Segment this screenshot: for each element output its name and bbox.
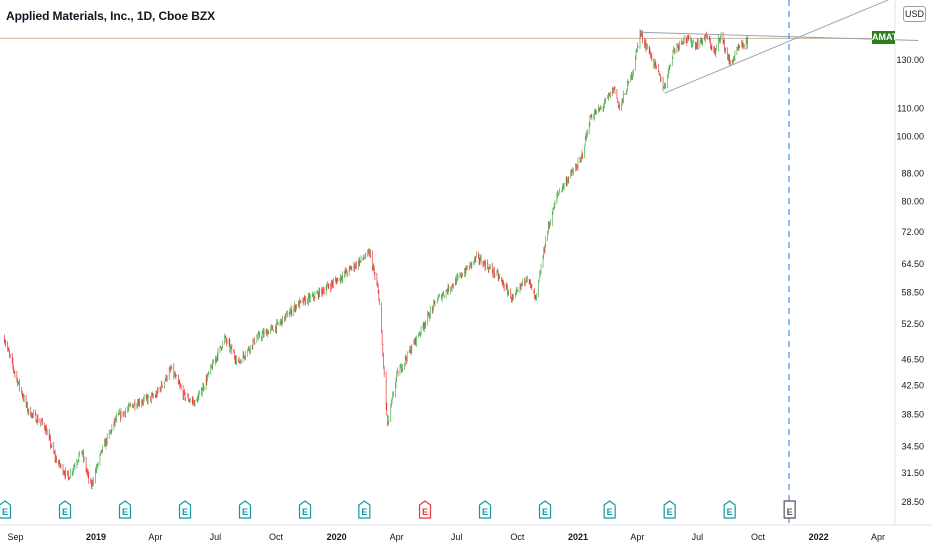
earnings-marker[interactable] (663, 500, 676, 519)
earnings-marker-label: E (667, 507, 673, 517)
x-tick-label: 2020 (327, 532, 347, 542)
y-tick-label: 80.00 (901, 196, 924, 206)
y-tick-label: 42.50 (901, 381, 924, 391)
x-tick-label: Apr (148, 532, 162, 542)
x-tick-label: Jul (451, 532, 463, 542)
earnings-marker[interactable] (238, 500, 252, 519)
earnings-marker-label: E (361, 507, 367, 517)
y-tick-label: 130.00 (896, 55, 924, 65)
earnings-marker-label: E (2, 507, 8, 517)
earnings-marker[interactable] (478, 500, 492, 519)
x-tick-label: Apr (630, 532, 644, 542)
x-tick-label: Sep (8, 532, 24, 542)
earnings-marker-label: E (787, 507, 793, 517)
y-tick-label: 46.50 (901, 354, 924, 364)
earnings-marker-label: E (302, 507, 308, 517)
currency-button[interactable]: USD (903, 6, 926, 22)
y-tick-label: 34.50 (901, 441, 924, 451)
y-tick-label: 88.00 (901, 169, 924, 179)
x-tick-label: Oct (269, 532, 284, 542)
y-tick-label: 52.50 (901, 319, 924, 329)
earnings-marker-label: E (182, 507, 188, 517)
trend-line[interactable] (639, 31, 919, 41)
y-tick-label: 58.50 (901, 288, 924, 298)
x-tick-label: 2022 (809, 532, 829, 542)
earnings-marker-label: E (607, 507, 613, 517)
last-price-badge: AMAT (872, 31, 898, 44)
chart-title: Applied Materials, Inc., 1D, Cboe BZX (6, 9, 216, 23)
x-tick-label: 2021 (568, 532, 588, 542)
earnings-marker[interactable] (603, 500, 616, 519)
y-tick-label: 31.50 (901, 468, 924, 478)
earnings-marker-label: E (482, 507, 488, 517)
x-tick-label: 2019 (86, 532, 106, 542)
x-tick-label: Oct (510, 532, 525, 542)
earnings-marker-label: E (727, 507, 733, 517)
earnings-marker[interactable] (118, 500, 132, 519)
earnings-marker[interactable] (58, 500, 72, 519)
y-tick-label: 64.50 (901, 259, 924, 269)
trend-line[interactable] (664, 0, 897, 94)
earnings-marker[interactable] (783, 500, 796, 519)
earnings-marker-label: E (122, 507, 128, 517)
earnings-marker[interactable] (538, 500, 552, 519)
earnings-marker-label: E (542, 507, 548, 517)
earnings-marker-label: E (242, 507, 248, 517)
earnings-marker-label: E (422, 507, 428, 517)
earnings-marker[interactable] (0, 500, 12, 519)
earnings-marker-label: E (62, 507, 68, 517)
y-tick-label: 110.00 (897, 104, 924, 114)
earnings-marker[interactable] (358, 500, 371, 519)
y-tick-label: 72.00 (901, 227, 924, 237)
earnings-marker[interactable] (298, 500, 312, 519)
x-tick-label: Jul (692, 532, 704, 542)
x-tick-label: Jul (210, 532, 222, 542)
x-tick-label: Apr (390, 532, 404, 542)
y-tick-label: 28.50 (901, 497, 924, 507)
x-tick-label: Apr (871, 532, 885, 542)
earnings-marker[interactable] (418, 500, 432, 519)
x-tick-label: Oct (751, 532, 766, 542)
earnings-marker[interactable] (178, 500, 192, 519)
earnings-marker[interactable] (723, 500, 736, 519)
y-tick-label: 100.00 (896, 131, 924, 141)
y-tick-label: 38.50 (901, 409, 924, 419)
